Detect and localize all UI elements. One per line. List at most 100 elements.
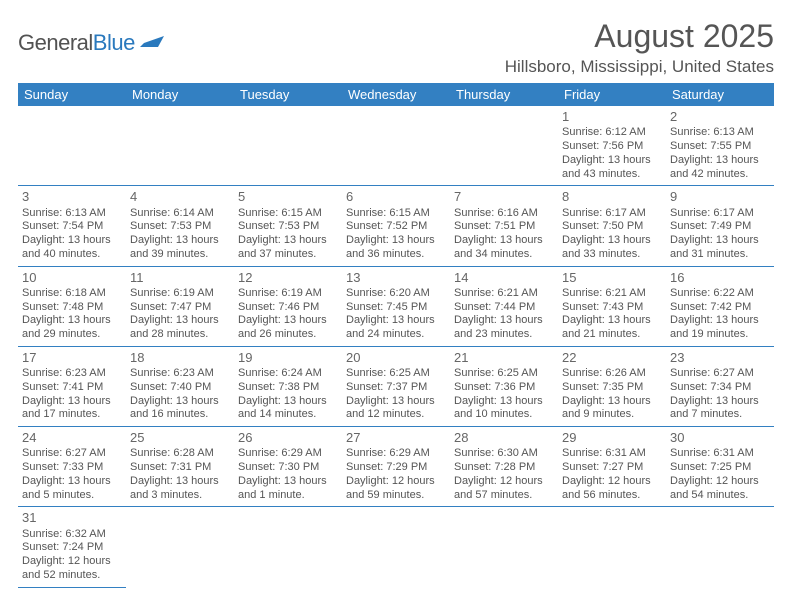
sunrise: Sunrise: 6:29 AM	[346, 447, 446, 461]
sunrise: Sunrise: 6:13 AM	[670, 126, 770, 140]
daylight: Daylight: 13 hours and 34 minutes.	[454, 234, 554, 262]
day-number: 1	[562, 109, 662, 125]
daylight: Daylight: 13 hours and 33 minutes.	[562, 234, 662, 262]
day-number: 6	[346, 189, 446, 205]
day-number: 7	[454, 189, 554, 205]
day-number: 25	[130, 430, 230, 446]
day-header: Monday	[126, 83, 234, 106]
day-number: 12	[238, 270, 338, 286]
daylight: Daylight: 13 hours and 3 minutes.	[130, 475, 230, 503]
day-number: 29	[562, 430, 662, 446]
daylight: Daylight: 13 hours and 19 minutes.	[670, 314, 770, 342]
sunrise: Sunrise: 6:13 AM	[22, 207, 122, 221]
day-number: 10	[22, 270, 122, 286]
daylight: Daylight: 13 hours and 43 minutes.	[562, 154, 662, 182]
calendar-cell: 30Sunrise: 6:31 AMSunset: 7:25 PMDayligh…	[666, 427, 774, 507]
daylight: Daylight: 13 hours and 7 minutes.	[670, 395, 770, 423]
day-header: Saturday	[666, 83, 774, 106]
sunset: Sunset: 7:28 PM	[454, 461, 554, 475]
day-number: 16	[670, 270, 770, 286]
sunset: Sunset: 7:53 PM	[130, 220, 230, 234]
day-number: 8	[562, 189, 662, 205]
calendar-cell	[234, 106, 342, 186]
calendar-cell: 9Sunrise: 6:17 AMSunset: 7:49 PMDaylight…	[666, 186, 774, 266]
sunrise: Sunrise: 6:23 AM	[130, 367, 230, 381]
sunrise: Sunrise: 6:23 AM	[22, 367, 122, 381]
logo-text-general: General	[18, 30, 93, 55]
day-header: Sunday	[18, 83, 126, 106]
daylight: Daylight: 12 hours and 52 minutes.	[22, 555, 122, 583]
sunrise: Sunrise: 6:25 AM	[454, 367, 554, 381]
sunset: Sunset: 7:25 PM	[670, 461, 770, 475]
daylight: Daylight: 12 hours and 59 minutes.	[346, 475, 446, 503]
sunset: Sunset: 7:34 PM	[670, 381, 770, 395]
sunrise: Sunrise: 6:21 AM	[562, 287, 662, 301]
day-number: 2	[670, 109, 770, 125]
sunset: Sunset: 7:56 PM	[562, 140, 662, 154]
daylight: Daylight: 13 hours and 40 minutes.	[22, 234, 122, 262]
sunset: Sunset: 7:50 PM	[562, 220, 662, 234]
sunrise: Sunrise: 6:14 AM	[130, 207, 230, 221]
day-number: 11	[130, 270, 230, 286]
day-number: 9	[670, 189, 770, 205]
daylight: Daylight: 12 hours and 57 minutes.	[454, 475, 554, 503]
sunrise: Sunrise: 6:15 AM	[238, 207, 338, 221]
calendar-cell: 3Sunrise: 6:13 AMSunset: 7:54 PMDaylight…	[18, 186, 126, 266]
calendar-cell: 28Sunrise: 6:30 AMSunset: 7:28 PMDayligh…	[450, 427, 558, 507]
day-number: 4	[130, 189, 230, 205]
day-number: 27	[346, 430, 446, 446]
sunset: Sunset: 7:29 PM	[346, 461, 446, 475]
daylight: Daylight: 13 hours and 36 minutes.	[346, 234, 446, 262]
calendar-cell: 31Sunrise: 6:32 AMSunset: 7:24 PMDayligh…	[18, 507, 126, 587]
calendar-cell	[234, 507, 342, 587]
sunset: Sunset: 7:53 PM	[238, 220, 338, 234]
sunset: Sunset: 7:27 PM	[562, 461, 662, 475]
calendar-cell: 25Sunrise: 6:28 AMSunset: 7:31 PMDayligh…	[126, 427, 234, 507]
sunrise: Sunrise: 6:21 AM	[454, 287, 554, 301]
day-number: 21	[454, 350, 554, 366]
calendar-table: SundayMondayTuesdayWednesdayThursdayFrid…	[18, 83, 774, 588]
daylight: Daylight: 13 hours and 37 minutes.	[238, 234, 338, 262]
sunset: Sunset: 7:41 PM	[22, 381, 122, 395]
daylight: Daylight: 13 hours and 42 minutes.	[670, 154, 770, 182]
calendar-cell: 26Sunrise: 6:29 AMSunset: 7:30 PMDayligh…	[234, 427, 342, 507]
sunset: Sunset: 7:52 PM	[346, 220, 446, 234]
sunset: Sunset: 7:38 PM	[238, 381, 338, 395]
daylight: Daylight: 13 hours and 1 minute.	[238, 475, 338, 503]
sunset: Sunset: 7:36 PM	[454, 381, 554, 395]
sunrise: Sunrise: 6:25 AM	[346, 367, 446, 381]
sunrise: Sunrise: 6:30 AM	[454, 447, 554, 461]
sunrise: Sunrise: 6:18 AM	[22, 287, 122, 301]
sunrise: Sunrise: 6:12 AM	[562, 126, 662, 140]
calendar-cell: 10Sunrise: 6:18 AMSunset: 7:48 PMDayligh…	[18, 266, 126, 346]
calendar-cell	[18, 106, 126, 186]
calendar-cell: 24Sunrise: 6:27 AMSunset: 7:33 PMDayligh…	[18, 427, 126, 507]
day-number: 19	[238, 350, 338, 366]
sunset: Sunset: 7:54 PM	[22, 220, 122, 234]
day-number: 24	[22, 430, 122, 446]
calendar-cell	[342, 106, 450, 186]
day-number: 13	[346, 270, 446, 286]
day-number: 26	[238, 430, 338, 446]
calendar-cell: 2Sunrise: 6:13 AMSunset: 7:55 PMDaylight…	[666, 106, 774, 186]
calendar-cell: 22Sunrise: 6:26 AMSunset: 7:35 PMDayligh…	[558, 346, 666, 426]
daylight: Daylight: 13 hours and 26 minutes.	[238, 314, 338, 342]
sunrise: Sunrise: 6:26 AM	[562, 367, 662, 381]
location: Hillsboro, Mississippi, United States	[505, 57, 774, 77]
sunrise: Sunrise: 6:31 AM	[562, 447, 662, 461]
day-number: 20	[346, 350, 446, 366]
calendar-cell	[126, 507, 234, 587]
sunset: Sunset: 7:40 PM	[130, 381, 230, 395]
daylight: Daylight: 13 hours and 16 minutes.	[130, 395, 230, 423]
calendar-cell: 17Sunrise: 6:23 AMSunset: 7:41 PMDayligh…	[18, 346, 126, 426]
logo-text-blue: Blue	[93, 30, 135, 55]
sunrise: Sunrise: 6:17 AM	[562, 207, 662, 221]
calendar-cell: 23Sunrise: 6:27 AMSunset: 7:34 PMDayligh…	[666, 346, 774, 426]
daylight: Daylight: 13 hours and 21 minutes.	[562, 314, 662, 342]
daylight: Daylight: 13 hours and 14 minutes.	[238, 395, 338, 423]
calendar-cell	[126, 106, 234, 186]
sunset: Sunset: 7:31 PM	[130, 461, 230, 475]
calendar-cell: 13Sunrise: 6:20 AMSunset: 7:45 PMDayligh…	[342, 266, 450, 346]
day-number: 22	[562, 350, 662, 366]
day-number: 31	[22, 510, 122, 526]
